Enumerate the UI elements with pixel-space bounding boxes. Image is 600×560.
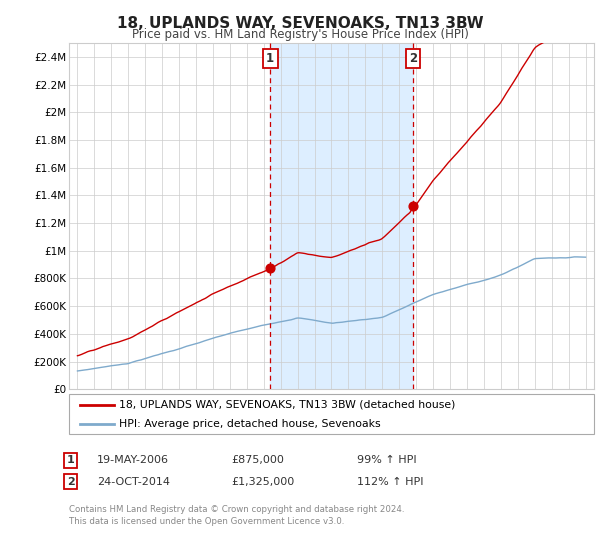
Text: Price paid vs. HM Land Registry's House Price Index (HPI): Price paid vs. HM Land Registry's House … — [131, 28, 469, 41]
Text: 24-OCT-2014: 24-OCT-2014 — [97, 477, 170, 487]
Text: 18, UPLANDS WAY, SEVENOAKS, TN13 3BW (detached house): 18, UPLANDS WAY, SEVENOAKS, TN13 3BW (de… — [119, 400, 455, 410]
Text: 99% ↑ HPI: 99% ↑ HPI — [357, 455, 416, 465]
Text: 18, UPLANDS WAY, SEVENOAKS, TN13 3BW: 18, UPLANDS WAY, SEVENOAKS, TN13 3BW — [116, 16, 484, 31]
Bar — [270, 43, 413, 389]
Text: This data is licensed under the Open Government Licence v3.0.: This data is licensed under the Open Gov… — [69, 517, 344, 526]
Text: 1: 1 — [266, 52, 274, 65]
Point — [408, 201, 418, 210]
Text: 2: 2 — [67, 477, 74, 487]
Text: 1: 1 — [67, 455, 74, 465]
Point — [265, 264, 275, 273]
Text: £875,000: £875,000 — [231, 455, 284, 465]
Text: 19-MAY-2006: 19-MAY-2006 — [97, 455, 169, 465]
Text: HPI: Average price, detached house, Sevenoaks: HPI: Average price, detached house, Seve… — [119, 419, 380, 429]
Text: Contains HM Land Registry data © Crown copyright and database right 2024.: Contains HM Land Registry data © Crown c… — [69, 505, 404, 514]
Text: 2: 2 — [409, 52, 417, 65]
Text: £1,325,000: £1,325,000 — [231, 477, 294, 487]
Text: 112% ↑ HPI: 112% ↑ HPI — [357, 477, 424, 487]
